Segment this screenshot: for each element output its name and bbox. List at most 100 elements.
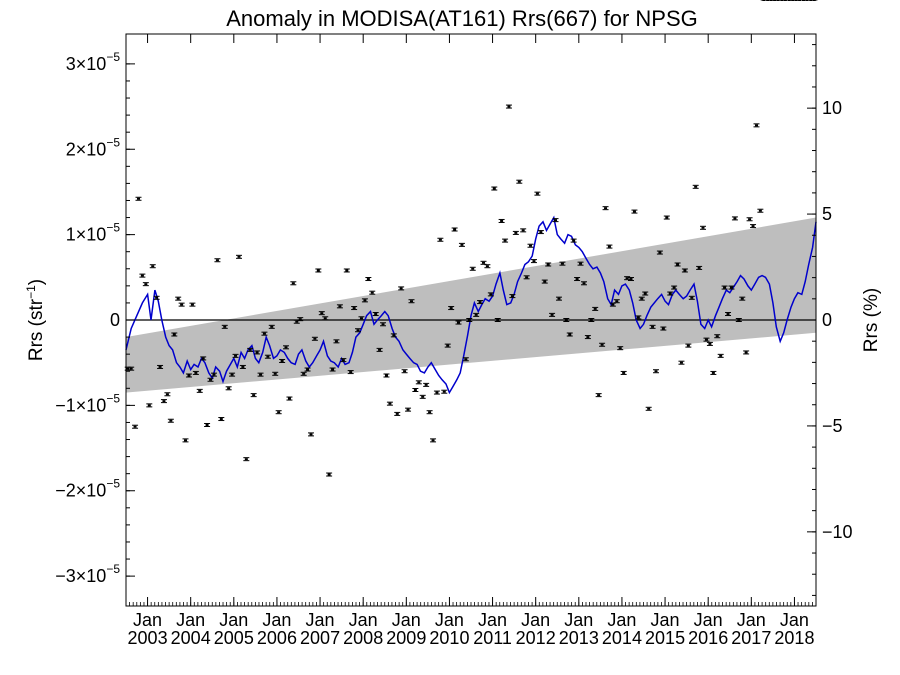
x-tick-year: 2018: [774, 628, 814, 648]
data-point: [735, 318, 742, 322]
data-point: [415, 380, 422, 385]
data-point: [175, 296, 182, 301]
data-point: [207, 377, 214, 382]
data-point: [383, 373, 390, 378]
data-point: [142, 282, 149, 287]
data-point: [182, 438, 189, 443]
data-point: [706, 341, 713, 346]
data-point: [721, 285, 728, 290]
data-point: [743, 350, 750, 355]
x-tick-year: 2009: [386, 628, 426, 648]
data-point: [746, 217, 753, 222]
data-point: [380, 322, 387, 327]
x-tick-month: Jan: [478, 610, 507, 630]
data-point: [559, 261, 566, 266]
data-point: [394, 411, 401, 416]
data-point: [282, 345, 289, 350]
data-point: [275, 410, 282, 415]
data-point: [225, 386, 232, 391]
data-point: [160, 399, 167, 404]
data-point: [502, 238, 509, 243]
data-point: [642, 291, 649, 296]
x-tick-month: Jan: [349, 610, 378, 630]
data-point: [243, 457, 250, 462]
data-point: [210, 372, 217, 377]
chart-title: Anomaly in MODISA(AT161) Rrs(667) for NP…: [226, 6, 698, 31]
data-point: [505, 104, 512, 109]
left-tick-label-exp: −5: [106, 50, 120, 64]
right-tick-label: −10: [822, 522, 853, 542]
data-point: [398, 286, 405, 291]
data-point: [484, 264, 491, 269]
data-point: [509, 294, 516, 299]
data-point: [710, 370, 717, 375]
data-point: [196, 388, 203, 393]
data-point: [703, 337, 710, 342]
data-point: [318, 311, 325, 316]
left-tick-label-exp: −5: [106, 391, 120, 405]
data-point: [218, 417, 225, 422]
data-point: [433, 390, 440, 395]
data-point: [574, 277, 581, 282]
data-point: [717, 353, 724, 358]
data-point: [624, 276, 631, 281]
data-point: [167, 418, 174, 423]
x-tick-year: 2008: [343, 628, 383, 648]
left-tick-label-exp: −5: [106, 221, 120, 235]
data-point: [455, 320, 462, 325]
data-point: [739, 296, 746, 301]
data-point: [494, 318, 501, 322]
data-point: [649, 324, 656, 329]
data-point: [516, 179, 523, 184]
data-point: [333, 339, 340, 344]
data-point: [595, 393, 602, 398]
data-point: [466, 318, 473, 322]
data-point: [671, 285, 678, 290]
left-tick-label-base: −2×10: [55, 481, 106, 501]
right-axis-label: Rrs (%): [861, 288, 882, 352]
data-point: [473, 312, 480, 317]
left-tick-label: 1×10−5: [66, 221, 121, 245]
data-point: [300, 371, 307, 376]
data-point: [577, 261, 584, 266]
data-point: [477, 300, 484, 305]
data-point: [297, 317, 304, 322]
data-point: [401, 369, 408, 374]
data-point: [408, 299, 415, 304]
left-tick-label-base: 3×10: [66, 54, 107, 74]
right-tick-label: −5: [822, 416, 843, 436]
x-tick-year: 2017: [731, 628, 771, 648]
data-point: [189, 302, 196, 307]
data-point: [261, 331, 268, 336]
data-point: [750, 224, 757, 229]
data-point: [674, 262, 681, 267]
x-tick-month: Jan: [694, 610, 723, 630]
data-point: [146, 403, 153, 408]
x-tick-month: Jan: [607, 610, 636, 630]
right-tick-label: 0: [822, 310, 832, 330]
data-point: [627, 277, 634, 282]
data-point: [358, 316, 365, 321]
data-point: [549, 312, 556, 317]
data-point: [322, 316, 329, 321]
data-point: [264, 354, 271, 359]
x-tick-year: 2005: [214, 628, 254, 648]
x-tick-month: Jan: [262, 610, 291, 630]
data-point: [232, 353, 239, 358]
left-axis-label-end: ): [26, 279, 47, 285]
data-point: [430, 438, 437, 443]
data-point: [487, 292, 494, 297]
data-point: [214, 258, 221, 263]
data-point: [315, 268, 322, 273]
data-point: [714, 334, 721, 339]
data-point: [441, 389, 448, 394]
x-tick-year: 2010: [429, 628, 469, 648]
right-axis: −10 −5 0 5 10: [807, 44, 853, 596]
data-point: [351, 306, 358, 311]
data-point: [254, 350, 261, 355]
data-point: [448, 306, 455, 311]
data-point: [588, 318, 595, 322]
data-point: [192, 370, 199, 375]
left-tick-label-base: 2×10: [66, 139, 107, 159]
